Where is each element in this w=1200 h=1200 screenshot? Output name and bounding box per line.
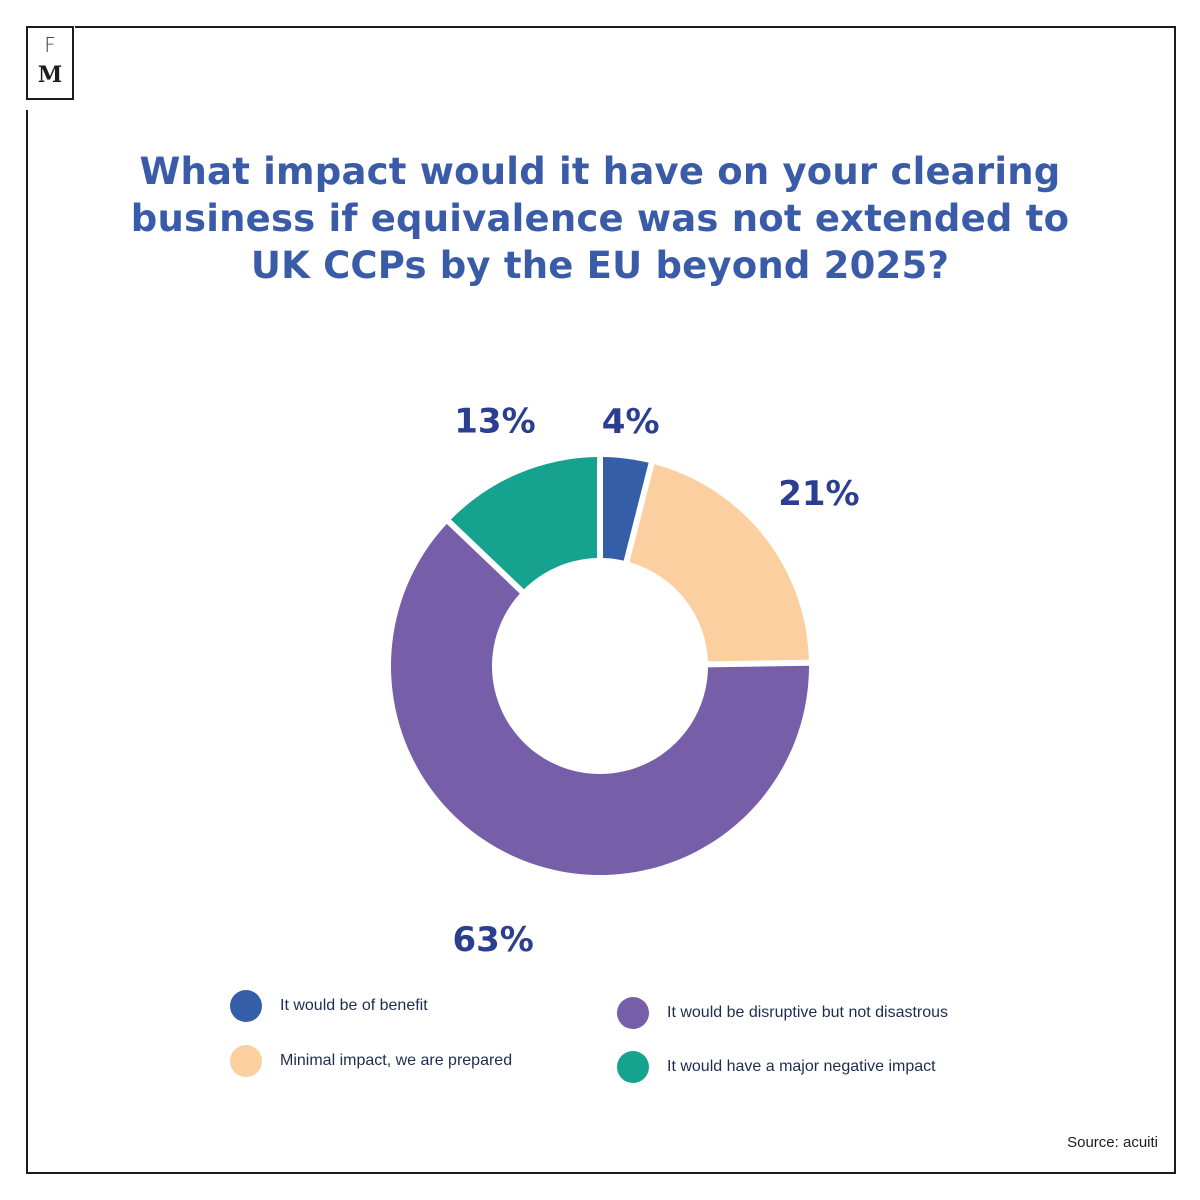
legend-item-disruptive: It would be disruptive but not disastrou… — [617, 997, 948, 1029]
legend-swatch-benefit — [230, 990, 262, 1022]
legend-item-major-negative: It would have a major negative impact — [617, 1051, 936, 1083]
legend-label-minimal: Minimal impact, we are prepared — [280, 1052, 513, 1069]
legend-swatch-minimal — [230, 1045, 262, 1077]
frame-border-left — [26, 110, 28, 1174]
fm-logo: F M — [26, 26, 74, 100]
data-label-minimal: 21% — [778, 474, 859, 514]
logo-letter-m: M — [37, 62, 63, 88]
donut-slice-disruptive — [391, 523, 809, 875]
donut-slice-minimal — [629, 464, 809, 662]
legend-swatch-major-negative — [617, 1051, 649, 1083]
donut-slice-benefit — [602, 457, 649, 561]
data-label-disruptive: 63% — [452, 920, 533, 960]
chart-title-line-3: UK CCPs by the EU beyond 2025? — [250, 244, 950, 287]
chart-title-line-2: business if equivalence was not extended… — [130, 197, 1070, 240]
logo-letter-f: F — [44, 33, 56, 57]
legend-swatch-disruptive — [617, 997, 649, 1029]
legend-item-minimal: Minimal impact, we are prepared — [230, 1045, 512, 1077]
chart-title: What impact would it have on your cleari… — [120, 148, 1080, 289]
chart-title-line-1: What impact would it have on your cleari… — [139, 150, 1061, 193]
data-label-benefit: 4% — [602, 402, 660, 442]
legend-label-disruptive: It would be disruptive but not disastrou… — [667, 1004, 949, 1021]
source-note: Source: acuiti — [1067, 1134, 1158, 1151]
legend-label-major-negative: It would have a major negative impact — [667, 1058, 936, 1075]
frame-border-bottom — [26, 1172, 1176, 1174]
legend-item-benefit: It would be of benefit — [230, 990, 428, 1022]
data-label-major-negative: 13% — [454, 402, 535, 442]
frame-border-right — [1174, 26, 1176, 1174]
frame-border-top — [75, 26, 1176, 28]
legend-label-benefit: It would be of benefit — [280, 997, 428, 1014]
donut-slice-major-negative — [450, 457, 598, 590]
